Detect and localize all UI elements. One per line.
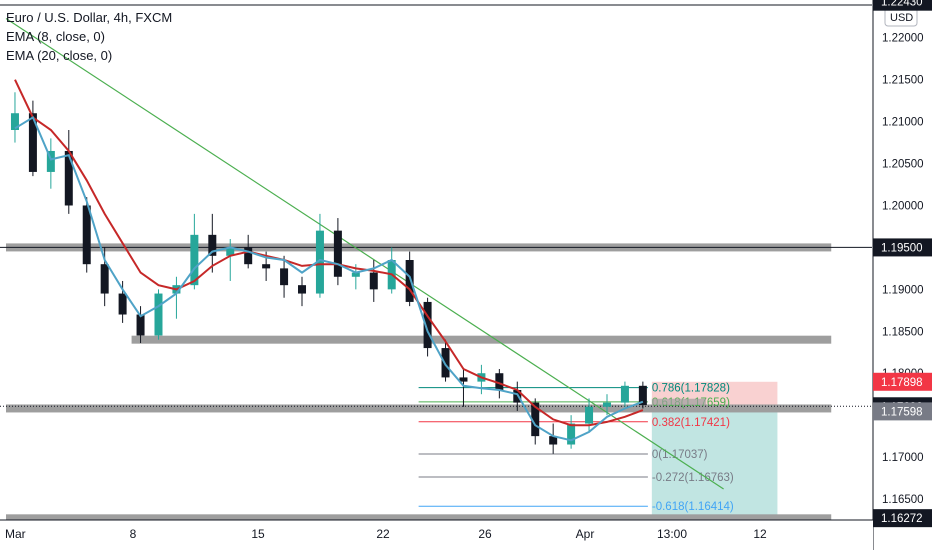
candle-body-15 — [280, 268, 289, 286]
y-tick-11: 1.16500 — [882, 494, 924, 506]
candle-body-11 — [208, 234, 217, 256]
candle-body-6 — [118, 293, 127, 315]
candle-body-18 — [333, 230, 342, 277]
candle-body-32 — [585, 406, 594, 424]
candle-body-8 — [154, 293, 163, 336]
candle-body-13 — [244, 247, 253, 265]
ema-slow-label[interactable]: EMA (20, close, 0) — [6, 48, 113, 63]
x-tick-2: 15 — [251, 527, 265, 541]
x-tick-1: 8 — [130, 527, 137, 541]
candle-body-22 — [405, 260, 414, 302]
price-badge-label-5: 1.16272 — [881, 513, 923, 525]
candle-body-25 — [459, 377, 468, 382]
horizontal-zone-1 — [131, 335, 832, 344]
x-tick-7: 12 — [753, 527, 767, 541]
fib-level-label-3: 0(1.17037) — [652, 449, 708, 461]
candle-body-35 — [638, 385, 647, 406]
x-tick-3: 22 — [376, 527, 390, 541]
ema-20-line — [14, 79, 644, 427]
candle-body-29 — [531, 402, 540, 437]
price-badge-label-0: 1.22430 — [881, 0, 923, 9]
candle-body-16 — [298, 285, 307, 294]
price-badge-label-2: 1.17898 — [881, 377, 923, 389]
y-tick-3: 1.20500 — [882, 159, 924, 171]
x-tick-4: 26 — [478, 527, 492, 541]
symbol-title[interactable]: Euro / U.S. Dollar, 4h, FXCM — [6, 10, 173, 25]
fib-level-label-2: 0.382(1.17421) — [652, 417, 730, 429]
candle-body-31 — [567, 423, 576, 445]
horizontal-zone-2 — [6, 404, 832, 413]
candle-body-4 — [82, 205, 91, 265]
candle-body-12 — [226, 247, 235, 256]
fib-level-label-0: 0.786(1.17828) — [652, 383, 730, 395]
x-tick-5: Apr — [576, 527, 595, 541]
fib-level-label-4: -0.272(1.16763) — [652, 472, 734, 484]
candle-body-28 — [513, 390, 522, 403]
ema-8-line — [14, 115, 644, 442]
candle-body-2 — [46, 150, 55, 172]
y-tick-7: 1.18500 — [882, 326, 924, 338]
candle-body-3 — [64, 150, 73, 206]
horizontal-zone-3 — [6, 514, 832, 523]
price-badge-5 — [873, 509, 932, 528]
y-tick-0: 1.22000 — [882, 33, 924, 45]
candle-body-0 — [10, 113, 19, 130]
chart-legend: Euro / U.S. Dollar, 4h, FXCM EMA (8, clo… — [6, 8, 172, 65]
fib-level-label-5: -0.618(1.16414) — [652, 501, 734, 513]
candle-body-30 — [549, 436, 558, 445]
candle-body-14 — [262, 264, 271, 269]
candle-body-19 — [351, 272, 360, 277]
price-badge-2 — [873, 372, 932, 391]
currency-label: USD — [890, 12, 913, 24]
candle-body-23 — [423, 301, 432, 349]
take-profit-zone — [651, 408, 778, 519]
candle-body-10 — [190, 234, 199, 286]
y-tick-2: 1.21000 — [882, 117, 924, 129]
candle-body-7 — [136, 314, 145, 336]
candle-body-5 — [100, 264, 109, 294]
price-badge-label-4: 1.17598 — [881, 406, 923, 418]
candle-body-1 — [28, 113, 37, 172]
trendline — [5, 17, 724, 490]
price-axis-bg — [873, 0, 932, 550]
y-tick-10: 1.17000 — [882, 452, 924, 464]
x-tick-0: Mar — [5, 527, 26, 541]
price-badge-label-1: 1.19500 — [881, 242, 923, 254]
price-badge-4 — [873, 402, 932, 421]
y-tick-6: 1.19000 — [882, 284, 924, 296]
y-tick-4: 1.20000 — [882, 200, 924, 212]
candle-body-34 — [620, 385, 629, 403]
candle-body-20 — [369, 272, 378, 290]
candle-body-17 — [315, 230, 324, 294]
time-axis-bg — [0, 520, 873, 550]
price-badge-0 — [873, 0, 932, 11]
fib-highlight-bar — [651, 398, 706, 405]
candle-body-33 — [602, 402, 611, 407]
ema-fast-label[interactable]: EMA (8, close, 0) — [6, 29, 105, 44]
price-badge-1 — [873, 238, 932, 257]
x-tick-6: 13:00 — [657, 527, 687, 541]
candle-body-27 — [495, 373, 504, 390]
y-tick-1: 1.21500 — [882, 75, 924, 87]
